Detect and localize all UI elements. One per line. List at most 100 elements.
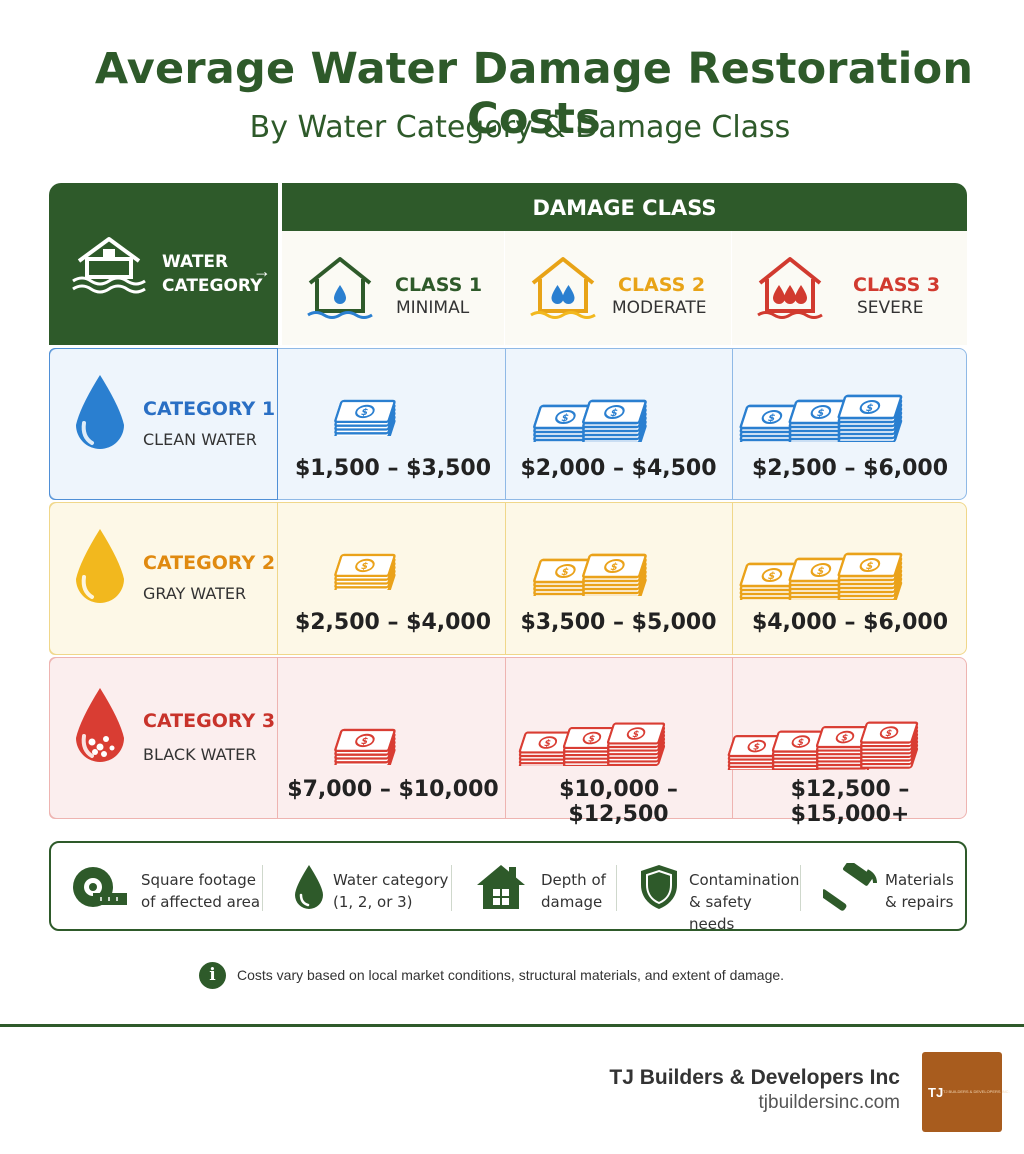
money-stack-icon: $ — [334, 553, 396, 590]
category-title: CATEGORY 2 — [143, 552, 276, 574]
money-stack-icon: $ $ $ — [518, 722, 665, 766]
category-header-3: CATEGORY 3 BLACK WATER — [49, 657, 278, 819]
cost-cell: $ $2,500 – $4,000 — [282, 502, 504, 655]
cost-factor-4: Contamination & safety needs — [639, 843, 800, 933]
cost-range: $12,500 – $15,000+ — [790, 777, 910, 827]
cost-range: $3,500 – $5,000 — [520, 610, 717, 635]
cost-range: $2,500 – $4,000 — [294, 610, 492, 635]
category-subtitle: BLACK WATER — [143, 745, 257, 764]
class-subtitle: MODERATE — [612, 298, 707, 318]
class-title: CLASS 3 — [853, 274, 941, 296]
money-stack-icon: $ $ $ $ — [727, 721, 919, 770]
water-drop-icon — [76, 529, 124, 603]
cost-factor-1: Square footage of affected area — [71, 843, 262, 929]
svg-text:$: $ — [766, 412, 777, 424]
svg-text:$: $ — [630, 729, 640, 740]
money-stack-icon: $ $ — [532, 553, 647, 596]
house-drops-icon — [307, 257, 373, 319]
hammer-icon — [823, 863, 877, 911]
tape-measure-icon — [73, 867, 127, 907]
cost-cell: $ $ $ $4,000 – $6,000 — [732, 502, 967, 655]
money-stack-icon: $ $ $ — [739, 394, 903, 442]
svg-text:$: $ — [815, 407, 826, 419]
class-header-2: CLASS 2 MODERATE — [505, 231, 731, 345]
company-logo: TJ TJ BUILDERS & DEVELOPERS INC. — [922, 1052, 1010, 1132]
cost-cell: $ $ $ $10,000 – $12,500 — [505, 657, 731, 827]
factor-separator — [451, 865, 452, 911]
cost-factors-panel: Square footage of affected area Water cate… — [49, 841, 967, 933]
svg-text:$: $ — [864, 402, 875, 414]
svg-text:$: $ — [586, 734, 596, 745]
cost-range: $4,000 – $6,000 — [751, 610, 949, 635]
svg-text:$: $ — [815, 565, 826, 577]
svg-text:$: $ — [359, 736, 369, 747]
class-subtitle: MINIMAL — [396, 298, 470, 318]
cost-cell: $ $ $3,500 – $5,000 — [505, 502, 731, 655]
cost-factor-3: Depth of damage — [475, 843, 616, 929]
footer-divider — [0, 1024, 1024, 1027]
cost-range: $7,000 – $10,000 — [287, 777, 499, 802]
svg-text:$: $ — [359, 407, 369, 418]
water-drop-icon — [76, 688, 124, 762]
cost-range: $2,500 – $6,000 — [751, 456, 949, 481]
house-drops-icon — [530, 257, 596, 319]
cost-range: $10,000 – $12,500 — [559, 777, 678, 827]
water-drop-icon — [76, 375, 124, 449]
cost-cell: $ $1,500 – $3,500 — [282, 348, 504, 500]
flooded-house-icon — [72, 237, 146, 294]
shield-icon — [641, 865, 677, 909]
svg-text:$: $ — [796, 737, 806, 748]
class-header-3: CLASS 3 SEVERE — [732, 231, 967, 345]
water-category-label: WATER CATEGORY — [162, 252, 263, 296]
money-stack-icon: $ $ $ — [739, 552, 903, 600]
svg-text:$: $ — [542, 738, 552, 749]
cost-cell: $ $ $ $2,500 – $6,000 — [732, 348, 967, 500]
factor-label: Water category (1, 2, or 3) — [333, 871, 449, 911]
category-subtitle: CLEAN WATER — [143, 430, 257, 449]
water-category-corner: WATER CATEGORY → — [49, 183, 278, 345]
factor-separator — [262, 865, 263, 911]
svg-text:$: $ — [608, 561, 619, 573]
cost-range: $1,500 – $3,500 — [294, 456, 492, 481]
money-stack-icon: $ $ — [532, 399, 647, 442]
factor-label: Contamination & safety needs — [689, 871, 800, 933]
svg-text:$: $ — [884, 728, 894, 739]
house-icon — [477, 865, 525, 909]
money-stack-icon: $ — [334, 399, 396, 436]
factor-label: Depth of damage — [541, 871, 606, 911]
svg-text:$: $ — [752, 742, 762, 753]
svg-text:$: $ — [840, 733, 850, 744]
svg-text:$: $ — [559, 566, 570, 578]
company-name: TJ Builders & Developers Inc — [609, 1066, 900, 1089]
page-title: Average Water Damage Restoration Costs — [94, 44, 974, 144]
cost-cell: $ $ $2,000 – $4,500 — [505, 348, 731, 500]
svg-text:$: $ — [359, 561, 369, 572]
svg-text:$: $ — [559, 412, 570, 424]
factor-label: Materials & repairs — [885, 871, 954, 911]
category-header-1: CATEGORY 1 CLEAN WATER — [49, 348, 278, 500]
water-drop-icon — [295, 865, 323, 909]
factor-separator — [616, 865, 617, 911]
category-title: CATEGORY 1 — [143, 398, 276, 420]
factor-label: Square footage of affected area — [141, 871, 261, 911]
cost-cell: $ $7,000 – $10,000 — [282, 657, 504, 819]
class-title: CLASS 1 — [395, 274, 483, 296]
cost-factor-2: Water category (1, 2, or 3) — [285, 843, 451, 929]
svg-text:$: $ — [608, 407, 619, 419]
category-title: CATEGORY 3 — [143, 710, 276, 732]
arrow-right-icon: → — [253, 261, 271, 281]
class-title: CLASS 2 — [618, 274, 706, 296]
class-subtitle: SEVERE — [857, 298, 924, 318]
svg-text:$: $ — [864, 560, 875, 572]
house-drops-icon — [757, 257, 823, 319]
cost-range: $2,000 – $4,500 — [520, 456, 717, 481]
factor-separator — [800, 865, 801, 911]
info-icon: i — [199, 962, 226, 989]
page-subtitle: By Water Category & Damage Class — [249, 110, 791, 145]
money-stack-icon: $ — [334, 728, 396, 765]
damage-class-header: DAMAGE CLASS — [282, 183, 967, 231]
note-text: Costs vary based on local market conditi… — [237, 967, 785, 983]
category-subtitle: GRAY WATER — [143, 584, 247, 603]
category-header-2: CATEGORY 2 GRAY WATER — [49, 502, 278, 655]
cost-cell: $ $ $ $ $12,500 – $15,000+ — [727, 657, 967, 827]
